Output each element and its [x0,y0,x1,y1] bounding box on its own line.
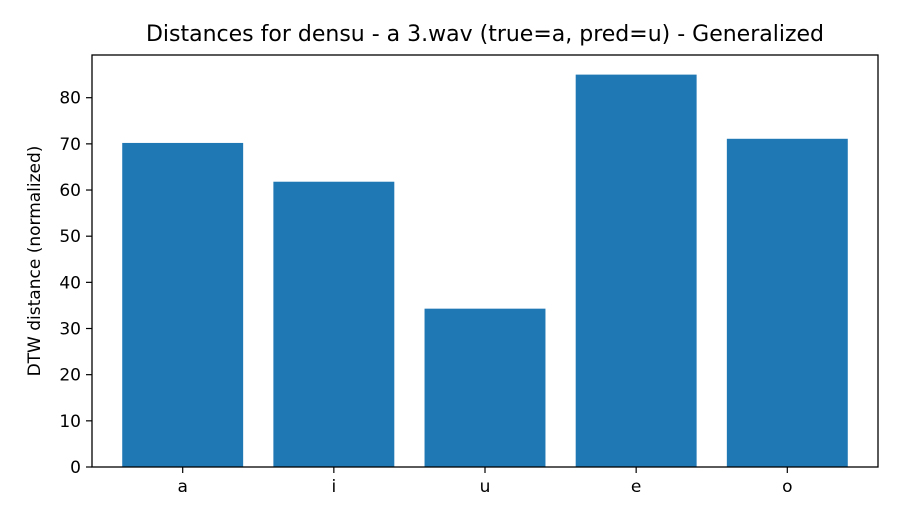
y-axis-ticks: 0 10 20 30 40 50 60 70 80 [59,89,92,478]
x-tick-label: o [782,477,792,497]
plot-frame [91,54,879,468]
chart-title: Distances for densu - a 3.wav (true=a, p… [146,22,824,47]
bar-u [424,308,546,467]
y-tick-label: 0 [70,458,81,478]
x-tick-label: a [177,477,187,497]
bar-a [122,142,244,467]
y-axis-label: DTW distance (normalized) [25,146,45,377]
x-tick-label: i [331,477,336,497]
y-tick-label: 20 [59,366,81,386]
y-tick-label: 60 [59,181,81,201]
bars [122,74,848,468]
bar-o [726,138,848,468]
x-tick-label: u [480,477,491,497]
y-tick-label: 50 [59,227,81,247]
y-tick-label: 10 [59,412,81,432]
y-tick-label: 70 [59,135,81,155]
y-tick-label: 40 [59,273,81,293]
bar-e [575,74,697,467]
y-tick-label: 30 [59,320,81,340]
x-tick-label: e [631,477,641,497]
y-tick-label: 80 [59,89,81,109]
bar-i [273,181,395,467]
